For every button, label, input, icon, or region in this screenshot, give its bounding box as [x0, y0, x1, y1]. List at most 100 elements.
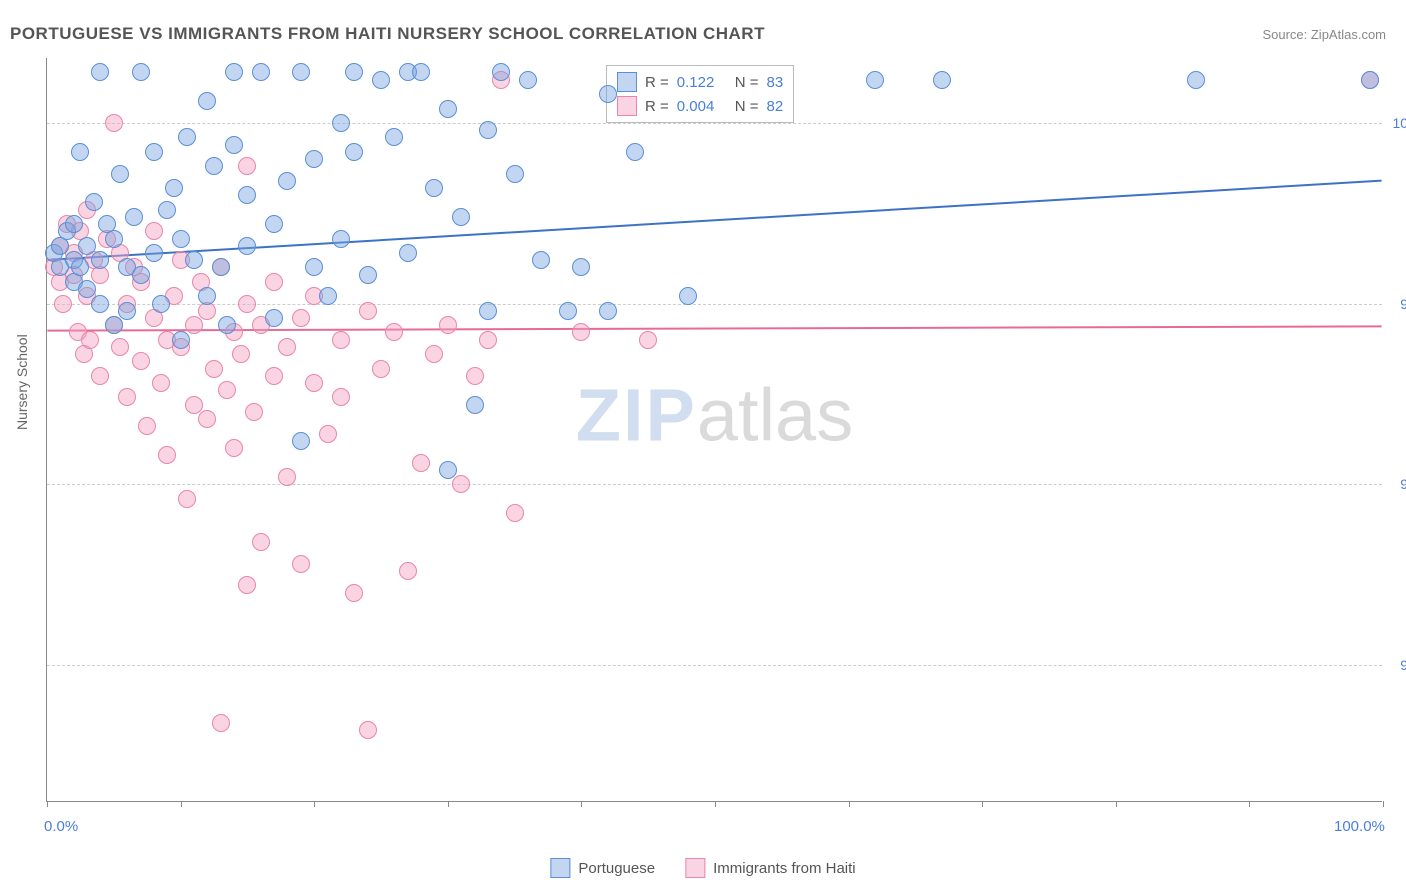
data-point: [71, 143, 89, 161]
legend-label: Portuguese: [578, 860, 655, 877]
data-point: [412, 63, 430, 81]
data-point: [479, 302, 497, 320]
data-point: [372, 360, 390, 378]
stats-row: R =0.122N =83: [617, 70, 783, 94]
data-point: [479, 121, 497, 139]
stats-legend: R =0.122N =83 R = 0.004 N = 82: [606, 65, 794, 123]
data-point: [185, 251, 203, 269]
data-point: [679, 287, 697, 305]
data-point: [292, 63, 310, 81]
data-point: [439, 316, 457, 334]
data-point: [218, 381, 236, 399]
data-point: [626, 143, 644, 161]
data-point: [91, 251, 109, 269]
x-tick: [849, 801, 850, 807]
source-label: Source: ZipAtlas.com: [1262, 27, 1386, 42]
data-point: [506, 165, 524, 183]
data-point: [105, 316, 123, 334]
data-point: [345, 584, 363, 602]
data-point: [265, 215, 283, 233]
data-point: [572, 323, 590, 341]
data-point: [132, 266, 150, 284]
data-point: [132, 63, 150, 81]
data-point: [439, 461, 457, 479]
data-point: [91, 295, 109, 313]
r-label: R =: [645, 98, 669, 115]
data-point: [245, 403, 263, 421]
data-point: [466, 396, 484, 414]
data-point: [305, 258, 323, 276]
data-point: [412, 454, 430, 472]
data-point: [158, 446, 176, 464]
data-point: [559, 302, 577, 320]
data-point: [319, 425, 337, 443]
data-point: [466, 367, 484, 385]
data-point: [132, 352, 150, 370]
data-point: [85, 193, 103, 211]
chart-container: PORTUGUESE VS IMMIGRANTS FROM HAITI NURS…: [0, 0, 1406, 892]
r-value: 0.004: [677, 98, 727, 115]
data-point: [198, 287, 216, 305]
data-point: [78, 237, 96, 255]
data-point: [111, 165, 129, 183]
gridline: [47, 123, 1382, 124]
data-point: [385, 323, 403, 341]
data-point: [105, 230, 123, 248]
y-axis-title: Nursery School: [14, 334, 30, 430]
data-point: [332, 114, 350, 132]
legend-swatch: [685, 858, 705, 878]
data-point: [519, 71, 537, 89]
data-point: [172, 230, 190, 248]
data-point: [145, 222, 163, 240]
data-point: [205, 360, 223, 378]
data-point: [572, 258, 590, 276]
data-point: [198, 92, 216, 110]
data-point: [532, 251, 550, 269]
data-point: [145, 143, 163, 161]
data-point: [359, 302, 377, 320]
data-point: [933, 71, 951, 89]
n-label: N =: [735, 74, 759, 91]
legend-label: Immigrants from Haiti: [713, 860, 856, 877]
data-point: [158, 201, 176, 219]
data-point: [1361, 71, 1379, 89]
data-point: [305, 150, 323, 168]
data-point: [292, 309, 310, 327]
data-point: [232, 345, 250, 363]
data-point: [205, 157, 223, 175]
x-tick: [1249, 801, 1250, 807]
watermark-part1: ZIP: [576, 373, 697, 456]
data-point: [178, 490, 196, 508]
x-axis-min-label: 0.0%: [44, 818, 78, 835]
legend-item: Portuguese: [550, 858, 655, 878]
data-point: [212, 714, 230, 732]
data-point: [111, 338, 129, 356]
data-point: [452, 208, 470, 226]
data-point: [252, 533, 270, 551]
series-legend: Portuguese Immigrants from Haiti: [550, 858, 855, 878]
data-point: [439, 100, 457, 118]
data-point: [265, 309, 283, 327]
watermark-part2: atlas: [697, 373, 853, 456]
data-point: [372, 71, 390, 89]
data-point: [345, 143, 363, 161]
data-point: [278, 468, 296, 486]
data-point: [81, 331, 99, 349]
data-point: [399, 244, 417, 262]
data-point: [278, 338, 296, 356]
data-point: [452, 475, 470, 493]
data-point: [185, 316, 203, 334]
n-value: 82: [767, 98, 784, 115]
data-point: [71, 258, 89, 276]
y-tick-label: 97.5%: [1388, 296, 1406, 312]
data-point: [185, 396, 203, 414]
data-point: [225, 439, 243, 457]
data-point: [599, 85, 617, 103]
data-point: [91, 367, 109, 385]
y-tick-label: 92.5%: [1388, 657, 1406, 673]
data-point: [345, 63, 363, 81]
x-tick: [982, 801, 983, 807]
legend-item: Immigrants from Haiti: [685, 858, 856, 878]
data-point: [252, 63, 270, 81]
trend-line: [47, 326, 1381, 330]
